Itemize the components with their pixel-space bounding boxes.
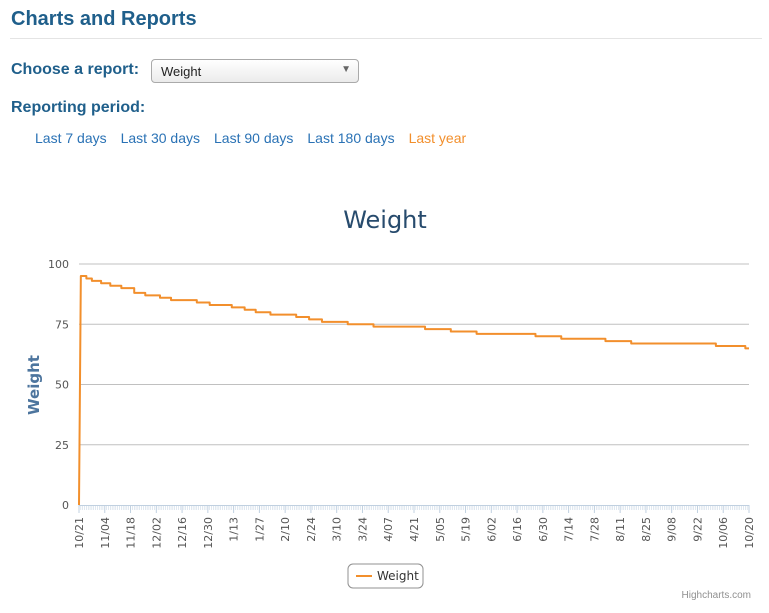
x-tick-label: 1/27 bbox=[253, 517, 266, 542]
y-tick-label: 25 bbox=[55, 439, 69, 452]
x-tick-label: 10/06 bbox=[717, 517, 730, 549]
choose-report-label: Choose a report: bbox=[11, 61, 140, 78]
x-tick-label: 7/28 bbox=[588, 517, 601, 542]
x-tick-label: 7/14 bbox=[563, 517, 576, 542]
highcharts-credit[interactable]: Highcharts.com bbox=[681, 590, 751, 601]
x-tick-label: 10/21 bbox=[73, 517, 86, 549]
x-tick-label: 3/10 bbox=[331, 517, 344, 542]
y-tick-label: 50 bbox=[55, 379, 69, 392]
y-tick-label: 0 bbox=[62, 499, 69, 512]
title-divider bbox=[10, 38, 762, 39]
period-link-last-30-days[interactable]: Last 30 days bbox=[120, 130, 200, 146]
x-tick-label: 5/19 bbox=[460, 517, 473, 542]
x-tick-label: 8/11 bbox=[614, 517, 627, 542]
y-tick-label: 100 bbox=[48, 258, 69, 271]
x-tick-label: 12/30 bbox=[202, 517, 215, 549]
period-links: Last 7 days Last 30 days Last 90 days Last … bbox=[35, 130, 480, 146]
x-tick-label: 3/24 bbox=[356, 517, 369, 542]
x-tick-label: 12/02 bbox=[150, 517, 163, 549]
x-tick-label: 2/24 bbox=[305, 517, 318, 542]
legend-item-weight[interactable]: Weight bbox=[377, 569, 419, 583]
x-tick-label: 11/18 bbox=[125, 517, 138, 549]
report-select[interactable]: Weight ▼ bbox=[151, 59, 359, 83]
series-line-weight[interactable] bbox=[78, 275, 749, 506]
x-tick-label: 12/16 bbox=[176, 517, 189, 549]
page-title: Charts and Reports bbox=[11, 8, 197, 30]
x-tick-label: 11/04 bbox=[99, 517, 112, 549]
period-link-last-7-days[interactable]: Last 7 days bbox=[35, 130, 107, 146]
x-tick-label: 10/20 bbox=[743, 517, 756, 549]
legend-box bbox=[347, 563, 424, 589]
y-tick-label: 75 bbox=[55, 318, 69, 331]
x-tick-label: 9/22 bbox=[691, 517, 704, 542]
x-tick-label: 9/08 bbox=[666, 517, 679, 542]
weight-chart: Weight 0 25 50 75 100 10/21 11/04 11/18 12/02 12/1… bbox=[25, 206, 756, 589]
x-tick-label: 5/05 bbox=[434, 517, 447, 542]
reporting-period-label: Reporting period: bbox=[11, 99, 146, 116]
chevron-down-icon: ▼ bbox=[341, 64, 351, 75]
y-axis-title: Weight bbox=[25, 355, 43, 415]
x-tick-label: 1/13 bbox=[228, 517, 241, 542]
period-link-last-90-days[interactable]: Last 90 days bbox=[214, 130, 294, 146]
x-tick-label: 4/07 bbox=[382, 517, 395, 542]
x-tick-label: 6/16 bbox=[511, 517, 524, 542]
period-link-last-180-days[interactable]: Last 180 days bbox=[307, 130, 395, 146]
x-tick-label: 4/21 bbox=[408, 517, 421, 542]
x-tick-label: 8/25 bbox=[640, 517, 653, 542]
x-tick-label: 2/10 bbox=[279, 517, 292, 542]
chart-title: Weight bbox=[343, 206, 427, 234]
report-select-value: Weight bbox=[161, 64, 202, 79]
period-link-last-year[interactable]: Last year bbox=[408, 130, 467, 146]
x-tick-label: 6/30 bbox=[537, 517, 550, 542]
x-tick-label: 6/02 bbox=[485, 517, 498, 542]
